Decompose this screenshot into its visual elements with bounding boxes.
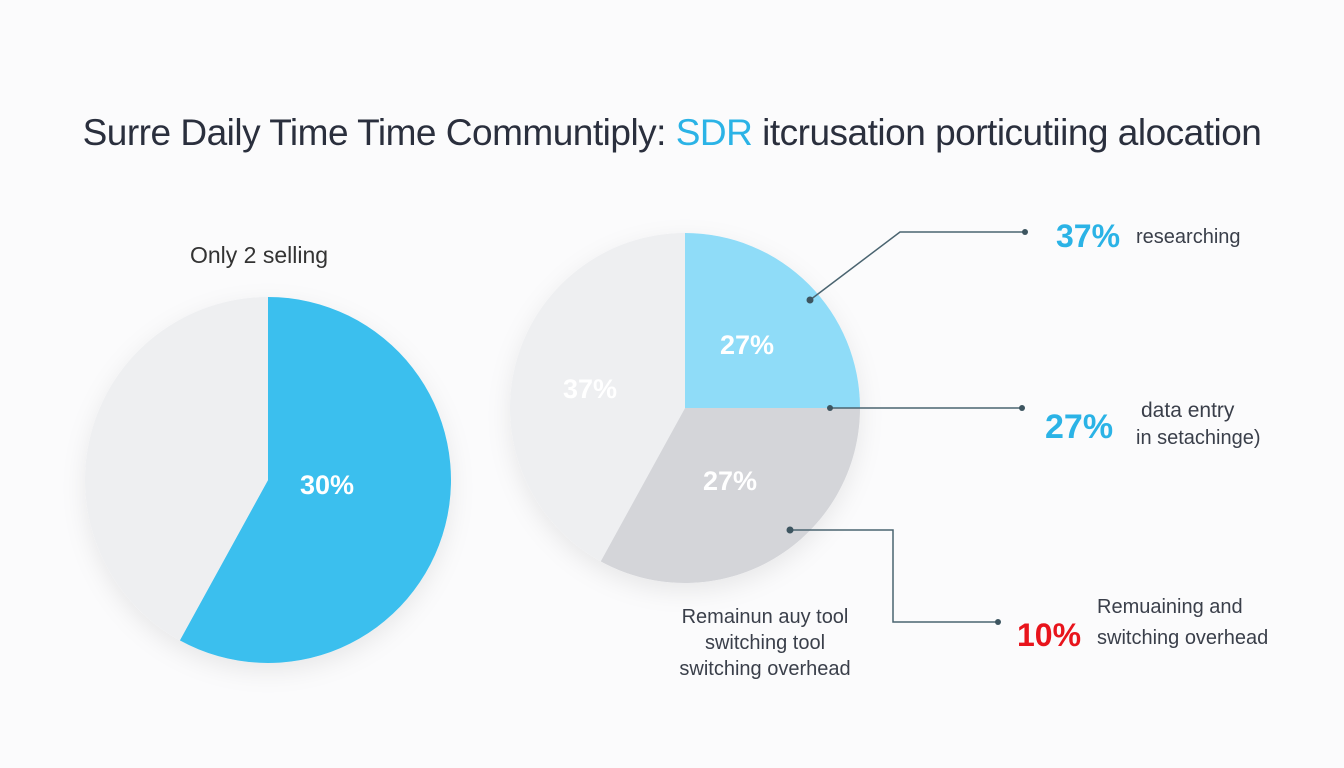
slice-label-left-blue: 30% (300, 470, 355, 500)
callout-dot (1022, 229, 1028, 235)
callout-text-overhead-1: Remuaining and (1097, 596, 1243, 618)
title-text: Surre Daily Time Time Communtiply: (82, 112, 676, 153)
pie-slice-0 (179, 297, 451, 663)
slice-label-light-gray: 37% (563, 374, 618, 404)
callout-dot (806, 296, 814, 304)
callout-dot (786, 526, 794, 534)
callout-text-overhead-2: switching overhead (1097, 627, 1269, 649)
slice-label-light-blue: 27% (720, 330, 775, 360)
title-text-2: itcrusation porticutiing alocation (752, 112, 1262, 153)
callout-lines (790, 231, 1025, 623)
callout-text-data-entry-1: data entry (1141, 399, 1235, 422)
callout-percent-researching: 37% (1056, 218, 1121, 254)
note-line: switching overhead (679, 658, 851, 680)
callout-line-overhead (790, 529, 998, 623)
callout-line-researching (809, 231, 1025, 301)
pie-slice-0 (685, 233, 860, 408)
callout-percent-data-entry: 27% (1045, 408, 1114, 446)
pie-slice-1 (600, 408, 860, 583)
note-text: Remainun auy tool switching tool switchi… (660, 604, 870, 682)
note-line: switching tool (704, 632, 826, 654)
pie-slice-2 (510, 233, 685, 562)
chart-title: Surre Daily Time Time Communtiply: SDR i… (0, 112, 1344, 154)
callout-dot (1019, 405, 1025, 411)
callout-percent-overhead: 10% (1017, 617, 1082, 653)
pie-slice-1 (84, 297, 268, 641)
callout-dot (995, 619, 1001, 625)
callout-text-data-entry-2: in setachinge) (1136, 427, 1261, 449)
left-pie-title: Only 2 selling (190, 242, 329, 268)
slice-label-gray: 27% (703, 466, 758, 496)
note-line: Remainun auy tool (681, 606, 849, 628)
title-accent: SDR (675, 112, 753, 153)
callout-text-researching: researching (1136, 226, 1241, 248)
callout-dot (827, 405, 833, 411)
